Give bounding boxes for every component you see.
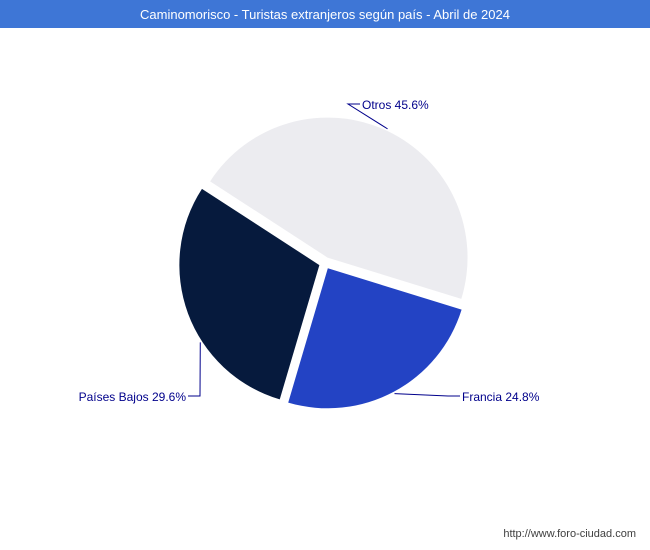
pie-svg — [0, 28, 650, 518]
pie-group — [179, 118, 467, 409]
chart-title: Caminomorisco - Turistas extranjeros seg… — [140, 7, 510, 22]
title-bar: Caminomorisco - Turistas extranjeros seg… — [0, 0, 650, 28]
slice-label-otros: Otros 45.6% — [362, 98, 429, 112]
pie-area: Otros 45.6% Francia 24.8% Países Bajos 29.… — [0, 28, 650, 518]
chart-container: Caminomorisco - Turistas extranjeros seg… — [0, 0, 650, 550]
slice-label-países-bajos: Países Bajos 29.6% — [79, 390, 186, 404]
footer-source: http://www.foro-ciudad.com — [503, 528, 636, 540]
slice-label-francia: Francia 24.8% — [462, 390, 539, 404]
